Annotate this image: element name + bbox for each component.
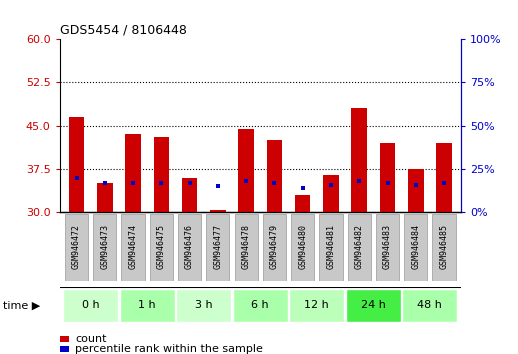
Bar (402, 289, 457, 322)
Text: GSM946474: GSM946474 (128, 224, 138, 269)
Bar (376, 214, 399, 281)
Bar (153, 137, 169, 212)
Bar (176, 289, 231, 322)
Bar (346, 289, 401, 322)
Text: GSM946484: GSM946484 (411, 224, 420, 269)
Text: GSM946479: GSM946479 (270, 224, 279, 269)
Bar (320, 214, 342, 281)
Bar (97, 183, 112, 212)
Bar (352, 108, 367, 212)
Text: 12 h: 12 h (305, 300, 329, 310)
Text: GSM946478: GSM946478 (242, 224, 251, 269)
Bar (206, 214, 229, 281)
Bar (290, 289, 344, 322)
Bar (404, 214, 427, 281)
Text: GSM946472: GSM946472 (72, 224, 81, 269)
Bar (380, 143, 395, 212)
Bar (263, 214, 286, 281)
Bar (65, 214, 88, 281)
Bar (125, 135, 141, 212)
Text: 6 h: 6 h (251, 300, 269, 310)
Bar (323, 175, 339, 212)
Bar (238, 129, 254, 212)
Text: GSM946473: GSM946473 (100, 224, 109, 269)
Text: GSM946485: GSM946485 (440, 224, 449, 269)
Bar (93, 214, 117, 281)
Text: GSM946483: GSM946483 (383, 224, 392, 269)
Bar (150, 214, 173, 281)
Bar (436, 143, 452, 212)
Text: percentile rank within the sample: percentile rank within the sample (75, 344, 263, 354)
Bar (348, 214, 371, 281)
Bar (182, 178, 197, 212)
Bar (433, 214, 456, 281)
Text: 0 h: 0 h (82, 300, 99, 310)
Bar (178, 214, 201, 281)
Text: GSM946475: GSM946475 (157, 224, 166, 269)
Bar (295, 195, 310, 212)
Text: GSM946476: GSM946476 (185, 224, 194, 269)
Text: 1 h: 1 h (138, 300, 156, 310)
Text: GSM946480: GSM946480 (298, 224, 307, 269)
Bar (235, 214, 258, 281)
Bar (63, 289, 118, 322)
Text: time ▶: time ▶ (3, 300, 40, 310)
Bar (267, 140, 282, 212)
Bar (69, 117, 84, 212)
Bar (122, 214, 145, 281)
Bar (120, 289, 175, 322)
Text: GSM946482: GSM946482 (355, 224, 364, 269)
Bar (233, 289, 287, 322)
Bar (210, 210, 226, 212)
Bar (408, 169, 424, 212)
Text: 24 h: 24 h (361, 300, 386, 310)
Text: 3 h: 3 h (195, 300, 212, 310)
Text: GDS5454 / 8106448: GDS5454 / 8106448 (60, 23, 186, 36)
Text: GSM946481: GSM946481 (326, 224, 336, 269)
Text: count: count (75, 334, 107, 344)
Text: GSM946477: GSM946477 (213, 224, 222, 269)
Text: 48 h: 48 h (418, 300, 442, 310)
Bar (291, 214, 314, 281)
